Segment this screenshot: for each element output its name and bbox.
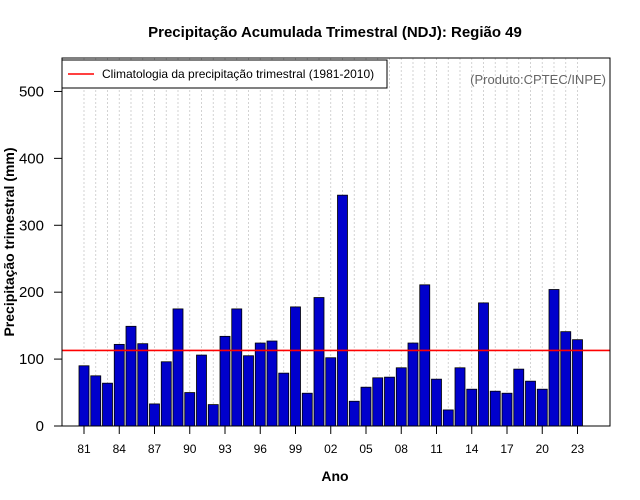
y-tick-label: 500 [19,83,44,100]
bar-96 [254,342,266,427]
y-tick-label: 300 [19,217,44,234]
bar-20 [536,388,548,427]
legend-label: Climatologia da precipitação trimestral … [102,67,374,81]
bar-09 [407,342,419,427]
legend-box [61,59,388,89]
bar-88 [160,361,172,427]
x-tick-label: 14 [465,442,479,456]
y-tick-label: 400 [19,150,44,167]
bar-12 [442,409,454,427]
bar-16 [489,390,501,427]
y-tick-label: 200 [19,284,44,301]
chart-title: Precipitação Acumulada Trimestral (NDJ):… [148,24,522,41]
bar-05 [360,386,372,427]
bar-10 [419,284,431,427]
x-tick-label: 81 [77,442,91,456]
bar-97 [266,340,278,427]
x-tick-label: 20 [536,442,550,456]
x-axis-label: Ano [321,468,348,484]
plot-frame [61,57,611,427]
bar-89 [172,308,184,427]
y-axis: 0 100 200 300 400 500 [19,83,62,435]
bar-85 [125,325,137,427]
bar-06 [372,377,384,427]
bar-84 [113,343,125,427]
y-tick-label: 0 [36,418,44,435]
bar-series [78,194,583,427]
bar-18 [513,368,525,427]
y-tick-label: 100 [19,351,44,368]
bar-83 [102,382,113,427]
bar-22 [560,331,572,427]
bar-15 [478,302,489,427]
x-tick-label: 93 [218,442,232,456]
bar-00 [301,392,313,427]
y-axis-label: Precipitação trimestral (mm) [1,147,17,336]
x-axis: 81 84 87 90 93 96 99 02 05 08 11 14 17 20 23 [77,426,584,456]
bar-82 [90,375,102,427]
x-tick-label: 08 [395,442,409,456]
bar-90 [184,392,196,427]
x-tick-label: 17 [500,442,514,456]
bar-02 [325,357,337,427]
bar-23 [572,339,583,427]
bar-14 [466,388,478,427]
bar-04 [348,400,360,427]
legend: Climatologia da precipitação trimestral … [61,59,388,89]
bar-08 [395,367,407,427]
x-tick-label: 84 [113,442,127,456]
x-tick-label: 02 [324,442,338,456]
bar-87 [149,403,160,427]
bar-07 [384,376,395,427]
bar-99 [290,306,301,427]
bar-95 [243,355,254,427]
bar-91 [196,354,207,427]
x-tick-label: 90 [183,442,197,456]
bar-19 [525,380,536,427]
x-tick-label: 99 [289,442,303,456]
bar-81 [78,365,90,427]
x-tick-label: 87 [148,442,162,456]
bar-94 [231,308,243,427]
credit-text: (Produto:CPTEC/INPE) [470,72,606,87]
bar-92 [207,404,219,427]
bar-01 [313,297,325,427]
bar-21 [548,289,560,427]
x-tick-label: 96 [254,442,268,456]
x-tick-label: 11 [430,442,443,456]
x-tick-label: 05 [359,442,373,456]
vertical-grid [83,58,578,426]
bar-13 [454,367,466,427]
bar-98 [278,372,290,427]
x-tick-label: 23 [571,442,585,456]
bar-03 [337,194,348,427]
bar-86 [137,343,149,427]
bar-17 [501,392,513,427]
bar-11 [431,378,442,427]
